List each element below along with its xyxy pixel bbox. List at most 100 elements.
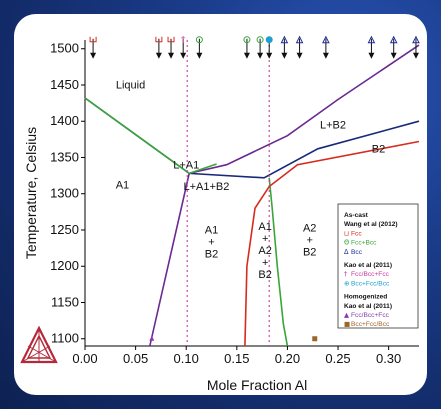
bcc-marker (295, 35, 304, 44)
legend-heading: Kao et al (2011) (344, 262, 392, 269)
legend-entry: Bcc+Fcc/Bcc (351, 321, 390, 328)
experiment-arrowhead (155, 52, 162, 59)
experiment-arrowhead (196, 52, 203, 59)
legend-glyph: ▲ (344, 311, 350, 319)
legend-entry: Fcc (351, 230, 362, 237)
phase-region-label: A1 + A2 + B2 (258, 221, 271, 281)
legend-entry: Bcc+Fcc/Bcc (351, 280, 390, 287)
phase-region-label-line: A2 (258, 245, 271, 257)
phase-boundary-line (84, 97, 190, 175)
phase-region-label-line: L+A1+B2 (184, 181, 230, 193)
phase-region-label-line: Liquid (116, 80, 145, 92)
fcc-marker (155, 36, 163, 43)
legend-entry: Fcc+Bcc (351, 240, 377, 247)
legend-glyph: Δ (344, 248, 349, 256)
legend-box (337, 203, 419, 329)
fcc-bcc-marker (195, 36, 203, 44)
y-tick-label: 1350 (50, 149, 79, 164)
legend-entry: Fcc/Bcc+Fcc (351, 312, 390, 319)
legend-entry: Fcc/Bcc+Fcc (351, 271, 390, 278)
y-tick-label: 1200 (50, 258, 79, 273)
x-axis-label: Mole Fraction Al (207, 377, 307, 393)
x-tick-label: 0.05 (123, 351, 148, 366)
fcc-bcc-fcc-marker: † (181, 36, 186, 46)
phase-region-label-line: + (262, 257, 268, 269)
y-tick-label: 1150 (51, 294, 79, 309)
phase-region-label: Liquid (116, 80, 145, 92)
homogenized-fcc-bcc-fcc-marker (149, 335, 155, 341)
bcc-marker (389, 35, 398, 44)
legend-glyph: ⊕ (344, 279, 350, 287)
legend-glyph: ⊔ (344, 229, 349, 237)
bcc-marker (280, 35, 289, 44)
experiment-arrowhead (390, 52, 397, 59)
fcc-bcc-marker (243, 36, 251, 44)
phase-region-label-line: B2 (205, 249, 218, 261)
phase-region-label-line: A1 (205, 225, 218, 237)
phase-boundary-line (84, 97, 420, 179)
y-tick-label: 1100 (51, 331, 79, 346)
fcc-marker (167, 36, 175, 43)
legend-heading: Wang et al (2012) (344, 221, 398, 228)
phase-region-label-line: A1 (116, 180, 129, 192)
legend-heading: Kao et al (2011) (344, 303, 392, 310)
bcc-marker (367, 35, 376, 44)
y-tick-label: 1500 (50, 41, 79, 56)
phase-region-label-line: A1 (258, 221, 271, 233)
phase-region-label: L+A1 (173, 159, 199, 171)
experiment-arrowhead (257, 52, 264, 59)
fcc-marker (89, 36, 97, 43)
phase-boundary-line (149, 173, 190, 347)
experiment-arrowhead (243, 52, 250, 59)
chart-card: 1100 1150 1200 1250 1300 1350 1400 1450 1500 0.00… (14, 14, 427, 395)
phase-boundary-line (244, 140, 420, 347)
legend-entry: Bcc (351, 249, 363, 256)
y-axis-label: Temperature, Celsius (23, 127, 39, 259)
experiment-arrowhead (266, 52, 273, 59)
experiment-arrowhead (168, 52, 175, 59)
legend-glyph: Θ (344, 239, 349, 247)
experiment-arrowhead (412, 52, 419, 59)
legend-glyph: ■ (344, 320, 350, 328)
phase-region-label-line: L+A1 (173, 159, 199, 171)
phase-boundary-line (189, 44, 420, 175)
phase-region-label: B2 (372, 143, 385, 155)
fcc-bcc-marker (256, 36, 264, 44)
experiment-arrowhead (90, 52, 97, 59)
bcc-marker (322, 35, 330, 44)
bcc-marker (412, 35, 420, 44)
phase-region-label: A2 + B2 (303, 222, 316, 258)
phase-boundary-line (268, 177, 289, 347)
experiment-arrowhead (296, 52, 303, 59)
phase-region-label: A1 (116, 180, 129, 192)
legend-glyph: † (344, 270, 348, 278)
phase-boundary-line (188, 163, 217, 175)
experiment-arrowhead (180, 52, 187, 59)
phase-region-label-line: + (262, 233, 268, 245)
legend-heading: As-cast (344, 212, 369, 219)
x-tick-label: 0.25 (325, 351, 350, 366)
phase-region-label: L+B2 (320, 119, 346, 131)
x-tick-label: 0.30 (376, 351, 401, 366)
y-tick-label: 1400 (50, 113, 79, 128)
phase-region-label: A1 + B2 (205, 225, 218, 261)
x-tick-label: 0.00 (72, 351, 97, 366)
phase-region-label-line: B2 (303, 246, 316, 258)
phase-region-label-line: B2 (372, 143, 385, 155)
legend-heading: Homogenized (344, 294, 387, 301)
y-tick-label: 1450 (50, 77, 79, 92)
x-tick-label: 0.10 (174, 351, 199, 366)
phase-region-label-line: B2 (258, 269, 271, 281)
phase-region-label-line: L+B2 (320, 119, 346, 131)
phase-region-label-line: A2 (303, 222, 316, 234)
phase-diagram-chart: 1100 1150 1200 1250 1300 1350 1400 1450 1500 0.00… (23, 35, 420, 393)
phase-region-label: L+A1+B2 (184, 181, 230, 193)
homogenized-bcc-fcc-bcc-marker (312, 336, 318, 342)
y-tick-label: 1250 (50, 222, 79, 237)
experiment-arrowhead (368, 52, 375, 59)
x-tick-label: 0.20 (275, 351, 300, 366)
experiment-arrowhead (322, 52, 329, 59)
experiment-arrowhead (281, 52, 288, 59)
y-tick-label: 1300 (50, 186, 79, 201)
